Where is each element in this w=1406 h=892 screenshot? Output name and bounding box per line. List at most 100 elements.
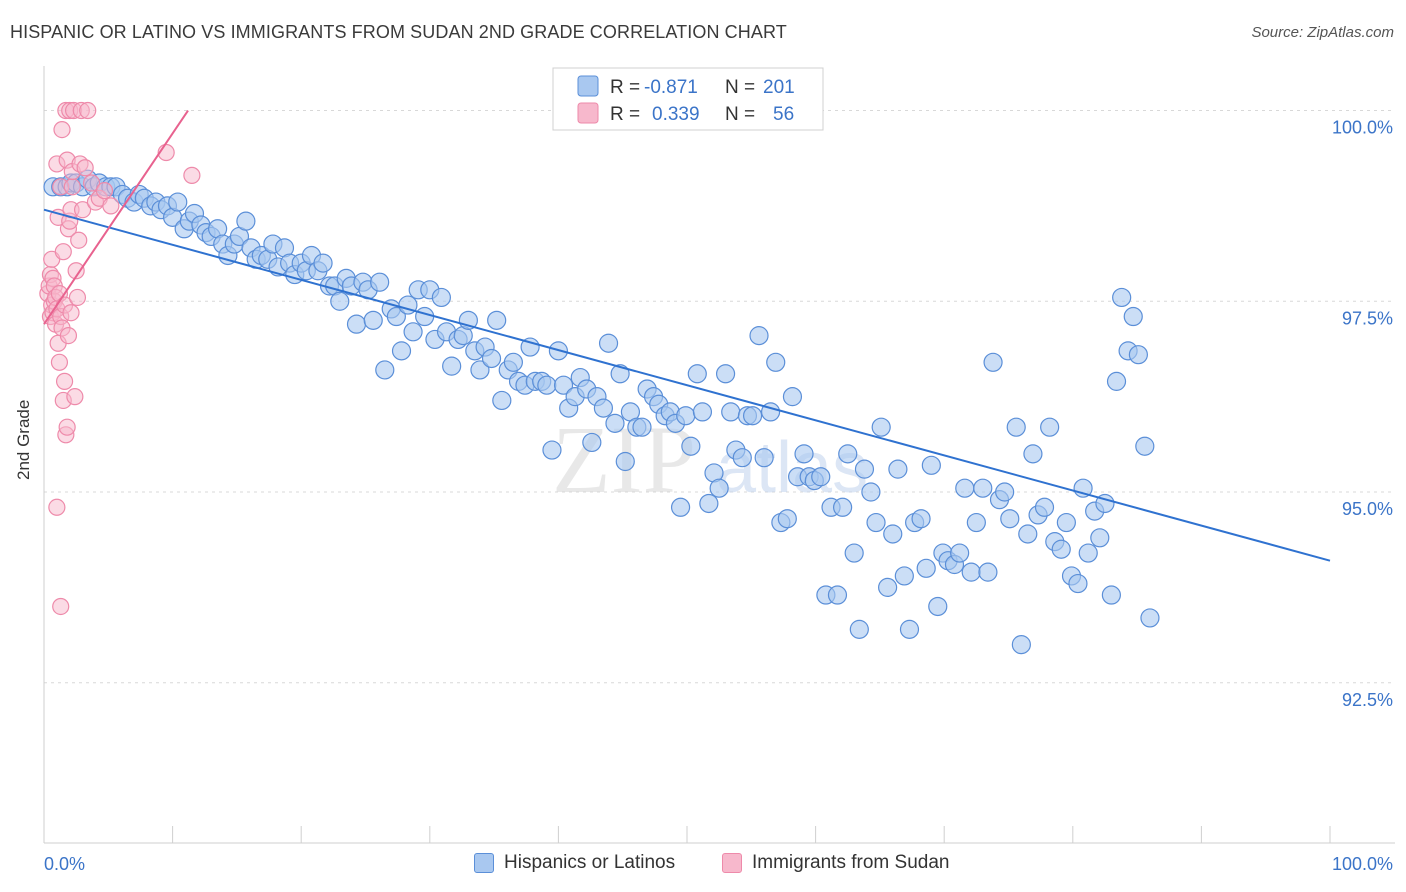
hispanics-point[interactable] [330,291,350,311]
sudan-point[interactable] [70,231,88,249]
hispanics-point[interactable] [681,436,701,456]
hispanics-point[interactable] [403,322,423,342]
hispanics-point[interactable] [1078,543,1098,563]
hispanics-point[interactable] [386,306,406,327]
hispanics-point[interactable] [1006,417,1026,437]
hispanics-point[interactable] [670,497,691,517]
hispanics-point[interactable] [1068,573,1088,594]
hispanics-point[interactable] [983,352,1003,372]
hispanics-point[interactable] [1051,539,1071,559]
hispanics-point[interactable] [894,566,914,586]
sudan-point[interactable] [53,120,71,139]
hispanics-point[interactable] [709,478,729,498]
hispanics-point[interactable] [593,398,614,418]
sudan-point[interactable] [48,498,66,516]
hispanics-point[interactable] [866,512,886,533]
hispanics-point[interactable] [168,192,188,212]
hispanics-point[interactable] [346,314,367,334]
hispanics-point[interactable] [794,444,814,464]
hispanics-point[interactable] [995,482,1015,502]
sudan-point[interactable] [67,262,85,280]
hispanics-point[interactable] [916,558,936,578]
sudan-point[interactable] [183,166,201,184]
sudan-point[interactable] [68,288,87,307]
hispanics-point[interactable] [370,272,390,292]
sudan-point[interactable] [52,597,70,616]
hispanics-point[interactable] [921,455,941,475]
hispanics-point[interactable] [721,402,741,422]
sudan-point[interactable] [66,388,84,406]
hispanics-point[interactable] [911,509,931,529]
legend-item-sudan[interactable]: Immigrants from Sudan [722,852,949,874]
hispanics-point[interactable] [1018,524,1038,544]
hispanics-point[interactable] [833,497,853,517]
hispanics-point[interactable] [811,467,831,487]
hispanics-point[interactable] [1000,509,1020,529]
hispanics-point[interactable] [854,459,875,479]
hispanics-point[interactable] [375,360,395,380]
hispanics-point[interactable] [782,387,803,407]
hispanics-point[interactable] [692,402,713,422]
sudan-point[interactable] [95,182,114,200]
hispanics-point[interactable] [1023,444,1043,464]
hispanics-point[interactable] [1140,608,1160,628]
hispanics-point[interactable] [732,448,752,468]
hispanics-point[interactable] [1034,497,1055,517]
hispanics-point[interactable] [849,619,869,639]
hispanics-point[interactable] [827,585,848,605]
hispanics-point[interactable] [431,287,451,308]
hispanics-point[interactable] [883,524,903,544]
hispanics-point[interactable] [715,364,736,384]
hispanics-point[interactable] [363,310,383,330]
hispanics-point[interactable] [615,451,635,472]
hispanics-point[interactable] [1106,371,1127,391]
hispanics-point[interactable] [605,413,625,433]
hispanics-point[interactable] [503,352,523,372]
hispanics-point[interactable] [861,482,881,502]
sudan-point[interactable] [55,372,74,390]
hispanics-point[interactable] [966,512,986,533]
hispanics-point[interactable] [950,543,970,563]
hispanics-point[interactable] [928,596,948,617]
hispanics-point[interactable] [1040,417,1060,437]
sudan-point[interactable] [59,327,78,345]
hispanics-point[interactable] [1112,287,1132,308]
sudan-point[interactable] [73,201,92,219]
sudan-point[interactable] [63,178,81,196]
hispanics-point[interactable] [598,333,619,353]
hispanics-point[interactable] [699,493,719,514]
hispanics-point[interactable] [553,375,574,395]
hispanics-point[interactable] [1011,635,1031,655]
hispanics-point[interactable] [955,478,975,498]
hispanics-point[interactable] [878,577,898,597]
hispanics-point[interactable] [676,406,696,426]
hispanics-point[interactable] [391,341,412,361]
hispanics-point[interactable] [888,459,908,479]
hispanics-point[interactable] [520,337,540,357]
legend-item-hispanics[interactable]: Hispanics or Latinos [474,852,675,874]
sudan-point[interactable] [82,174,101,192]
sudan-point[interactable] [54,243,72,261]
sudan-point[interactable] [62,304,80,322]
hispanics-point[interactable] [582,432,602,453]
hispanics-point[interactable] [742,406,763,426]
hispanics-point[interactable] [632,417,652,437]
hispanics-point[interactable] [978,562,998,582]
hispanics-point[interactable] [442,356,462,376]
hispanics-point[interactable] [1056,512,1076,533]
hispanics-point[interactable] [537,375,557,395]
hispanics-point[interactable] [610,364,630,384]
hispanics-point[interactable] [1090,528,1110,548]
hispanics-point[interactable] [542,440,562,460]
hispanics-point[interactable] [973,478,993,498]
hispanics-point[interactable] [1128,345,1148,365]
sudan-point[interactable] [76,159,94,177]
hispanics-point[interactable] [470,360,490,380]
hispanics-point[interactable] [871,417,891,437]
hispanics-point[interactable] [481,348,502,369]
hispanics-point[interactable] [961,562,981,582]
hispanics-point[interactable] [313,253,333,273]
hispanics-point[interactable] [838,444,858,464]
hispanics-point[interactable] [777,509,797,529]
hispanics-point[interactable] [766,352,786,372]
